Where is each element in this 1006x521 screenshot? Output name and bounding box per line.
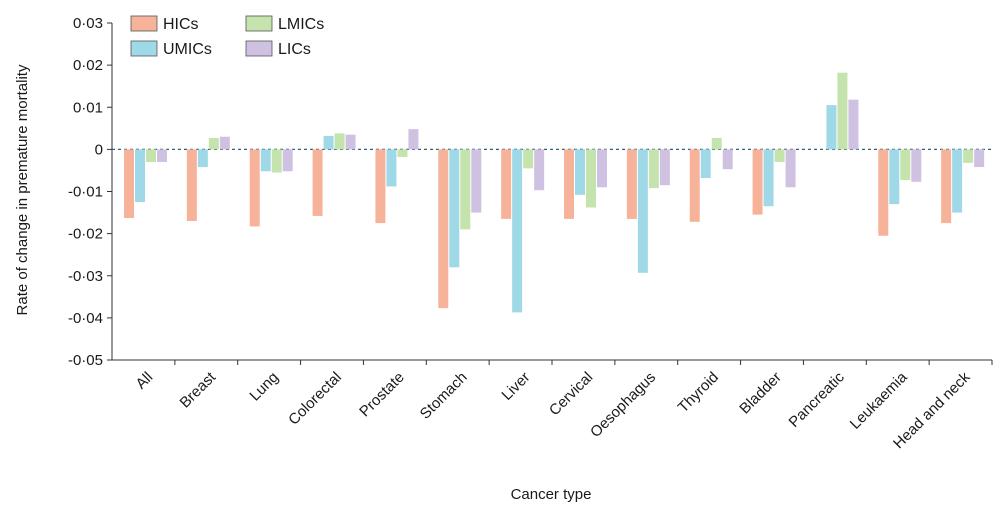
legend-swatch-hics	[130, 15, 158, 32]
bar-lics	[408, 129, 419, 150]
y-axis-title: Rate of change in premature mortality	[14, 64, 31, 315]
y-tick-label: -0·04	[68, 310, 103, 327]
bar-lics	[597, 149, 607, 188]
x-tick-label: Lung	[246, 369, 282, 405]
bar-umics	[197, 149, 208, 168]
legend-label-lics: LICs	[278, 41, 311, 58]
y-tick-label: 0·02	[73, 57, 103, 74]
x-tick-label: Thyroid	[675, 369, 722, 416]
bar-hics	[689, 149, 700, 222]
legend-swatch-lmics	[245, 15, 273, 32]
bar-lmics	[586, 149, 596, 208]
bar-umics	[826, 105, 837, 150]
bar-hics	[626, 149, 637, 219]
bar-lmics	[334, 133, 345, 150]
y-tick-label: -0·03	[68, 268, 103, 285]
legend-label-hics: HICs	[163, 16, 199, 33]
x-axis: All Breast Lung Colorectal Prostate Stomach Li…	[112, 359, 993, 452]
bar-lics	[345, 134, 356, 150]
x-tick-label: Prostate	[356, 369, 408, 421]
legend-label-umics: UMICs	[163, 41, 212, 58]
x-tick-label: Stomach	[417, 369, 471, 423]
bar-lics	[471, 149, 482, 213]
legend: HICs UMICs LMICs LICs	[130, 15, 324, 58]
bar-lics	[157, 149, 167, 163]
x-axis-title: Cancer type	[511, 486, 592, 503]
bar-umics	[323, 135, 334, 150]
bar-lmics	[271, 149, 282, 173]
bar-lmics	[146, 149, 156, 163]
bar-umics	[700, 149, 711, 179]
bar-lics	[722, 149, 733, 170]
bar-lmics	[648, 149, 659, 189]
x-tick-label: All	[133, 369, 157, 393]
bar-lics	[848, 99, 859, 150]
bar-lics	[534, 149, 545, 191]
bar-umics	[952, 149, 963, 213]
bar-umics	[763, 149, 774, 207]
bar-umics	[637, 149, 648, 273]
x-tick-label: Bladder	[736, 369, 785, 418]
x-tick-label: Oesophagus	[587, 369, 659, 441]
y-tick-label: -0·02	[68, 226, 103, 243]
y-tick-label: -0·05	[68, 352, 103, 369]
y-tick-label: -0·01	[68, 184, 103, 201]
bar-umics	[512, 149, 523, 313]
legend-label-lmics: LMICs	[278, 16, 324, 33]
y-tick-label: 0	[95, 141, 103, 158]
bar-hics	[186, 149, 197, 221]
bars	[124, 72, 985, 313]
bar-umics	[260, 149, 271, 172]
bar-hics	[752, 149, 763, 215]
bar-umics	[449, 149, 460, 268]
bar-umics	[386, 149, 397, 187]
legend-swatch-lics	[245, 40, 273, 57]
bar-umics	[575, 149, 585, 195]
bar-hics	[312, 149, 323, 216]
x-tick-label: Colorectal	[285, 369, 345, 429]
bar-lmics	[397, 149, 408, 157]
x-tick-label: Cervical	[546, 369, 596, 419]
x-tick-label: Leukaemia	[847, 368, 911, 432]
bar-lmics	[774, 149, 785, 163]
bar-lmics	[208, 138, 219, 150]
bar-hics	[438, 149, 449, 309]
bar-lmics	[837, 72, 848, 150]
x-tick-label: Breast	[177, 368, 220, 411]
y-tick-label: 0·01	[73, 99, 103, 116]
bar-lmics	[460, 149, 471, 230]
bar-lmics	[900, 149, 911, 181]
bar-lmics	[963, 149, 974, 163]
bar-hics	[941, 149, 952, 224]
bar-lmics	[523, 149, 534, 169]
bar-hics	[564, 149, 574, 219]
bar-lics	[974, 149, 985, 168]
y-axis: 0·03 0·02 0·01 0 -0·01 -0·02 -0·03 -0·04 -0·05	[68, 15, 992, 369]
bar-umics	[135, 149, 145, 203]
bar-hics	[124, 149, 134, 219]
y-tick-label: 0·03	[73, 15, 103, 32]
bar-umics	[889, 149, 900, 205]
bar-lmics	[711, 138, 722, 150]
x-tick-label: Pancreatic	[786, 368, 848, 430]
bar-lics	[659, 149, 670, 186]
bar-lics	[282, 149, 293, 172]
bar-hics	[375, 149, 386, 224]
bar-lics	[785, 149, 796, 188]
bar-lics	[911, 149, 922, 182]
x-tick-label: Liver	[498, 369, 533, 404]
bar-hics	[501, 149, 512, 219]
legend-swatch-umics	[130, 40, 158, 57]
bar-hics	[249, 149, 260, 227]
bar-lics	[219, 136, 230, 150]
bar-hics	[878, 149, 889, 236]
